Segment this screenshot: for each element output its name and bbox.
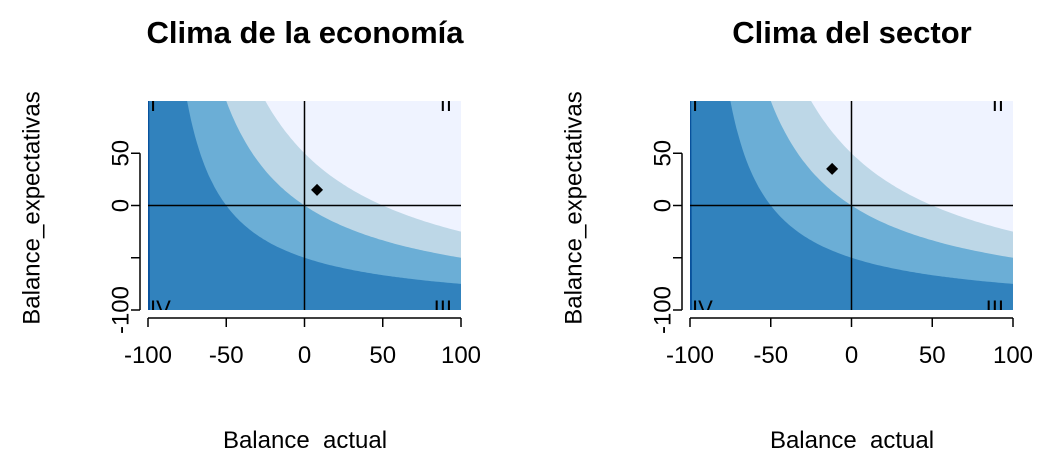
quadrant-label-iii: III bbox=[434, 296, 452, 321]
contour-band-5 bbox=[811, 101, 1013, 232]
x-tick-label: -50 bbox=[753, 342, 788, 369]
quadrant-label-i: I bbox=[150, 91, 156, 116]
x-tick-label: 50 bbox=[919, 342, 946, 369]
x-tick-label: 0 bbox=[845, 342, 858, 369]
y-tick-label: -100 bbox=[108, 286, 135, 334]
y-tick-label: 50 bbox=[650, 140, 677, 167]
data-point bbox=[311, 183, 324, 196]
chart-title: Clima del sector bbox=[732, 15, 971, 50]
x-tick-label: 50 bbox=[369, 342, 396, 369]
quadrant-label-ii: II bbox=[440, 91, 452, 116]
x-axis-label: Balance_actual bbox=[770, 427, 934, 450]
x-tick-label: 0 bbox=[298, 342, 311, 369]
x-tick-label: -100 bbox=[666, 342, 714, 369]
y-tick-label: 0 bbox=[108, 199, 135, 212]
y-tick-label: 0 bbox=[650, 199, 677, 212]
x-tick-label: -50 bbox=[209, 342, 244, 369]
quadrant-label-iii: III bbox=[986, 296, 1004, 321]
quadrant-label-iv: IV bbox=[692, 296, 713, 321]
quadrant-label-i: I bbox=[692, 91, 698, 116]
y-axis-label: Balance_expectativas bbox=[19, 91, 46, 324]
chart-title: Clima de la economía bbox=[147, 15, 465, 50]
y-axis-label: Balance_expectativas bbox=[561, 91, 588, 324]
y-tick-label: 50 bbox=[108, 140, 135, 167]
y-tick-label: -100 bbox=[650, 286, 677, 334]
data-point bbox=[826, 162, 839, 175]
x-tick-label: 100 bbox=[441, 342, 481, 369]
x-axis-label: Balance_actual bbox=[223, 427, 387, 450]
x-tick-label: -100 bbox=[124, 342, 172, 369]
x-tick-label: 100 bbox=[993, 342, 1033, 369]
contour-band-5 bbox=[265, 101, 461, 232]
quadrant-label-iv: IV bbox=[150, 296, 171, 321]
quadrant-label-ii: II bbox=[992, 91, 1004, 116]
